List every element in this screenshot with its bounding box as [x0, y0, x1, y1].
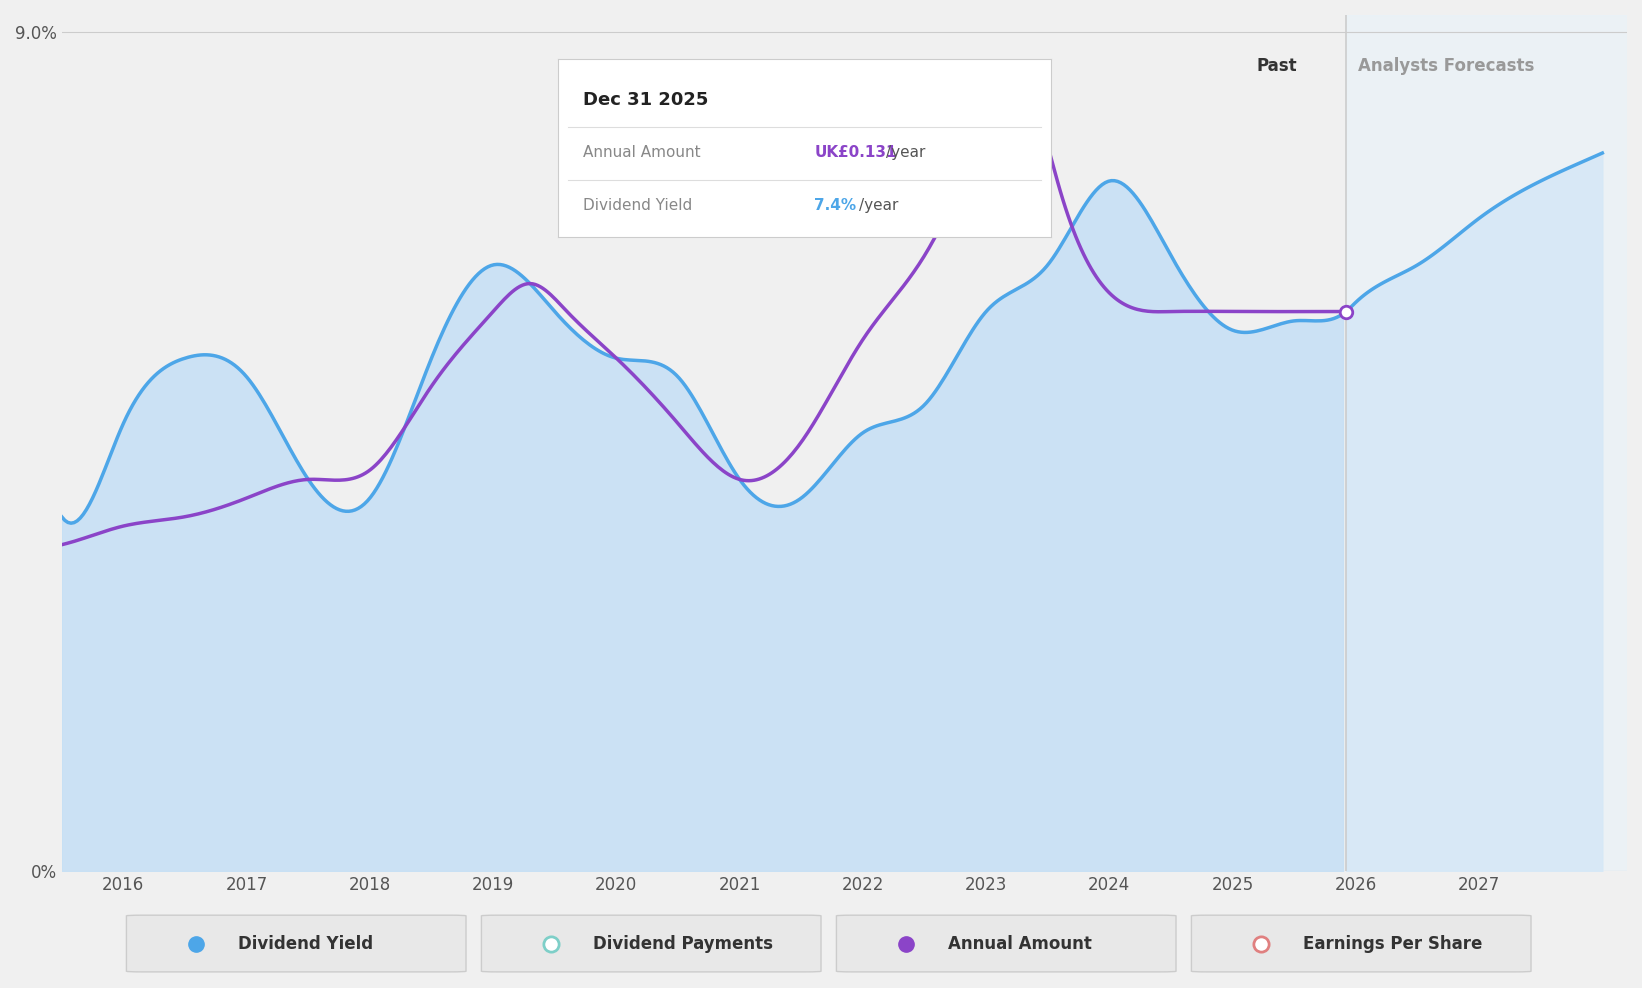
Text: 7.4%: 7.4%	[814, 198, 857, 213]
FancyBboxPatch shape	[1192, 915, 1530, 972]
Text: Annual Amount: Annual Amount	[947, 935, 1092, 952]
FancyBboxPatch shape	[481, 915, 821, 972]
Text: /year: /year	[859, 198, 898, 213]
Text: /year: /year	[887, 144, 924, 160]
Text: Dec 31 2025: Dec 31 2025	[583, 91, 708, 110]
Text: UK£0.131: UK£0.131	[814, 144, 897, 160]
FancyBboxPatch shape	[836, 915, 1176, 972]
Text: Dividend Payments: Dividend Payments	[593, 935, 773, 952]
Text: Past: Past	[1256, 57, 1297, 75]
Text: Annual Amount: Annual Amount	[583, 144, 701, 160]
Text: Dividend Yield: Dividend Yield	[238, 935, 373, 952]
FancyBboxPatch shape	[126, 915, 466, 972]
Text: Analysts Forecasts: Analysts Forecasts	[1358, 57, 1535, 75]
Text: Earnings Per Share: Earnings Per Share	[1302, 935, 1483, 952]
Bar	[1346, 15, 1627, 871]
Text: Dividend Yield: Dividend Yield	[583, 198, 693, 213]
